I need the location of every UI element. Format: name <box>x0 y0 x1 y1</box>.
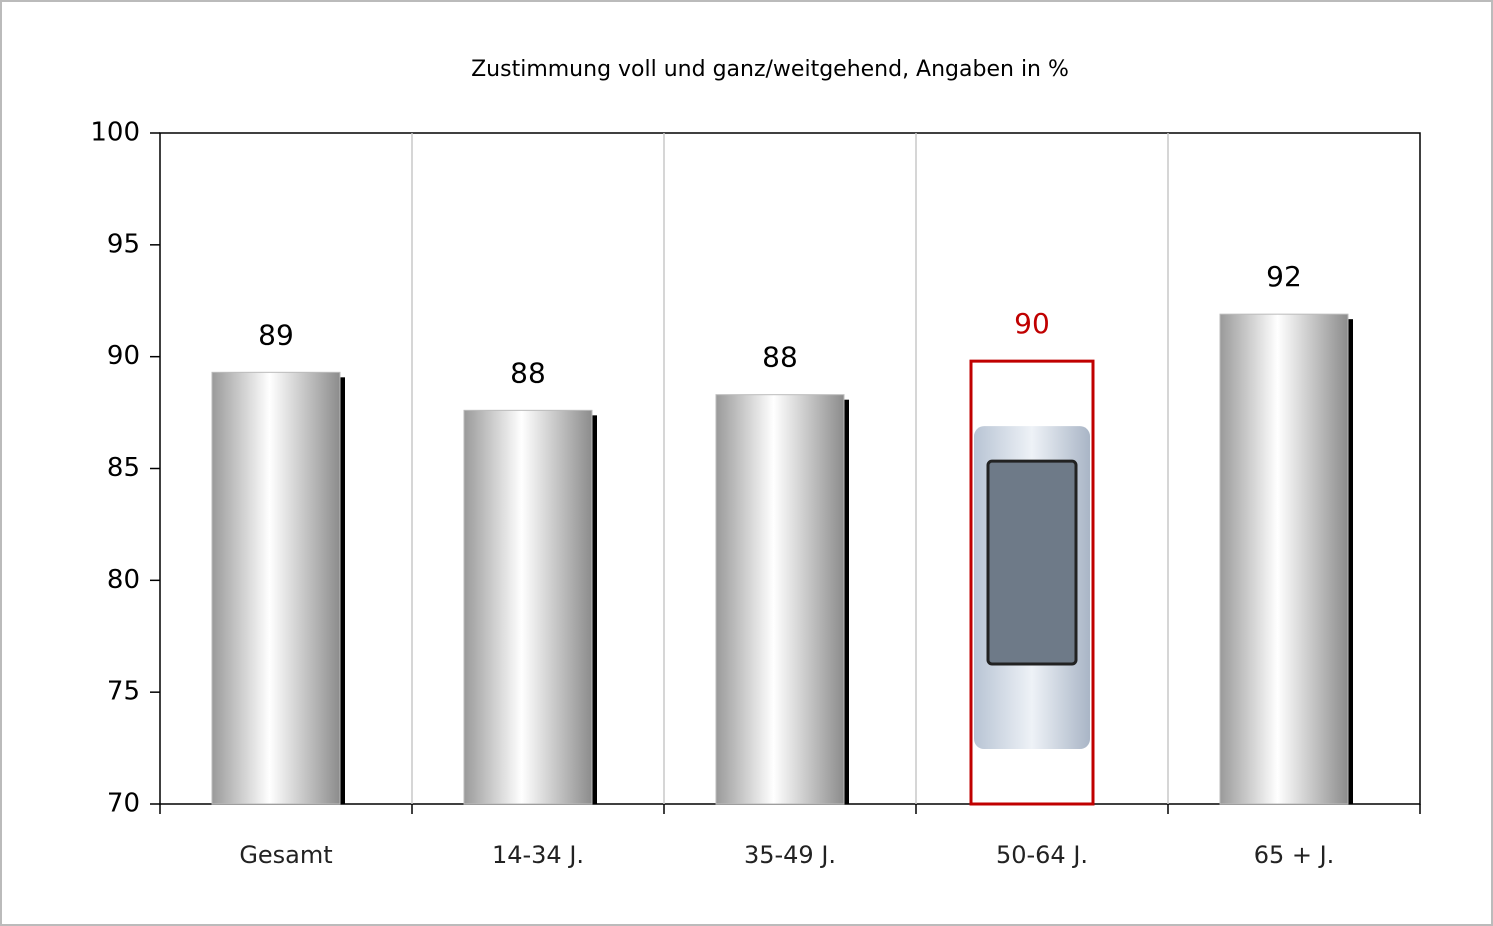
value-label: 89 <box>258 318 294 351</box>
y-tick-label: 100 <box>90 118 140 148</box>
y-tick-label: 85 <box>107 453 140 483</box>
y-tick-label: 80 <box>107 565 140 595</box>
value-label: 88 <box>762 341 798 374</box>
value-label: 90 <box>1014 307 1050 340</box>
bar <box>212 372 340 804</box>
x-tick-label: 35-49 J. <box>744 841 836 869</box>
chart-title: Zustimmung voll und ganz/weitgehend, Ang… <box>471 57 1069 82</box>
bar <box>716 395 844 804</box>
x-tick-label: Gesamt <box>239 841 332 869</box>
bar <box>1220 314 1348 804</box>
y-tick-label: 70 <box>107 789 140 819</box>
value-label: 92 <box>1266 260 1302 293</box>
chart: Zustimmung voll und ganz/weitgehend, Ang… <box>0 0 1493 926</box>
y-tick-label: 95 <box>107 229 140 259</box>
phone-screen <box>988 461 1076 664</box>
bar <box>464 410 592 804</box>
x-tick-label: 65 + J. <box>1254 841 1335 869</box>
x-tick-label: 14-34 J. <box>492 841 584 869</box>
value-label: 88 <box>510 356 546 389</box>
y-tick-label: 90 <box>107 341 140 371</box>
x-tick-label: 50-64 J. <box>996 841 1088 869</box>
y-tick-label: 75 <box>107 677 140 707</box>
